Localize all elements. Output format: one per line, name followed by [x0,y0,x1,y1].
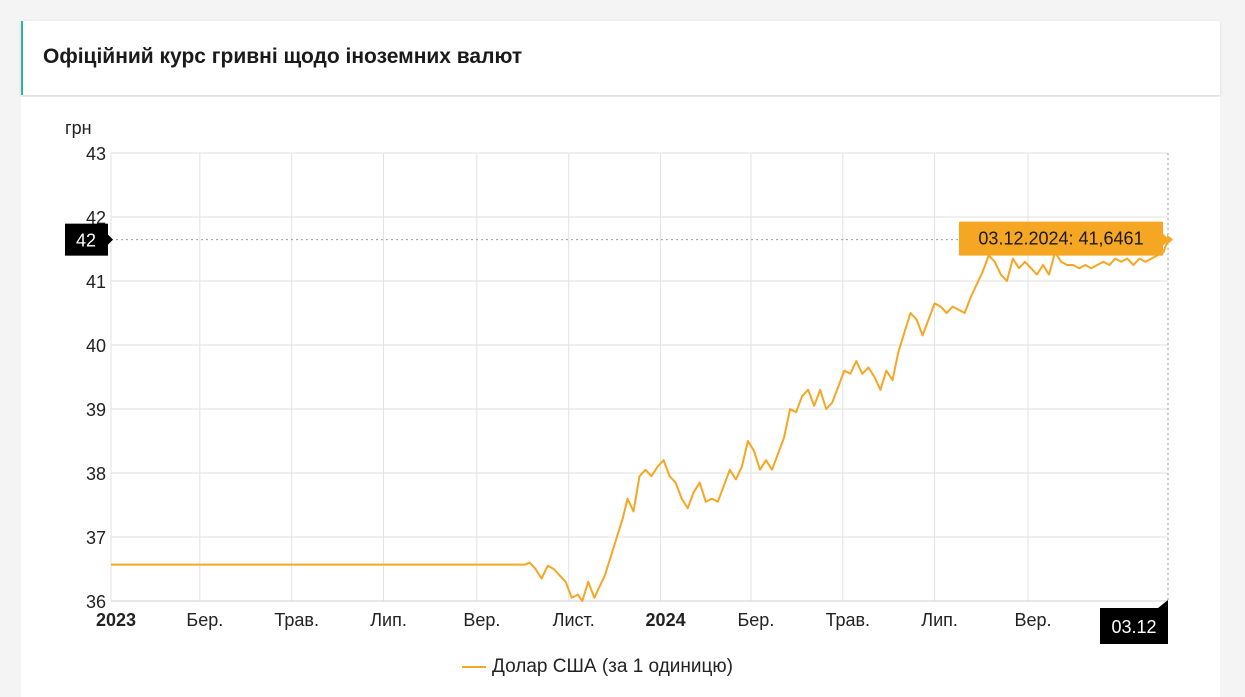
tooltip-pointer [1163,233,1169,246]
x-tick-label: Лист. [553,610,595,630]
y-axis-unit-label: грн [65,118,92,138]
y-tick-label: 39 [86,400,106,420]
x-tick-label: 2024 [646,610,686,630]
x-tick-label: Трав. [825,610,870,630]
exchange-rate-chart[interactable]: 36 37 38 39 40 41 42 43 грн 2023 Бер. Трав. Лип. Вер.… [21,97,1220,691]
y-crosshair-label-box [65,223,108,256]
y-crosshair-label: 42 [76,231,96,251]
usd-series-line[interactable] [111,239,1169,602]
y-tick-label: 36 [86,592,106,612]
x-tick-label: Трав. [274,610,319,630]
x-tick-label: 2023 [96,610,136,630]
y-crosshair-label-pointer [108,234,113,245]
y-tick-label: 40 [86,336,106,356]
legend-label: Долар США (за 1 одиницю) [492,656,733,677]
y-tick-label: 42 [86,208,106,228]
last-point-marker[interactable] [1167,234,1173,245]
tooltip-box [959,221,1163,256]
x-crosshair-label-box [1100,608,1168,644]
x-tick-label: Лип. [370,610,407,630]
x-tick-label: Вер. [463,610,500,630]
tooltip-text: 03.12.2024: 41,6461 [978,229,1143,249]
x-tick-label: Вер. [1014,610,1051,630]
x-tick-label: Лип. [921,610,958,630]
x-tick-label: Бер. [737,610,774,630]
x-crosshair-label-pointer [1158,600,1168,608]
x-crosshair-label: 03.12 [1111,617,1156,637]
x-tick-label: Бер. [186,610,223,630]
page-title: Офіційний курс гривні щодо іноземних вал… [43,45,523,68]
y-tick-label: 41 [86,272,106,292]
chart-card-header: Офіційний курс гривні щодо іноземних вал… [21,21,1220,95]
y-tick-label: 37 [86,528,106,548]
y-tick-label: 43 [86,144,106,164]
y-tick-label: 38 [86,464,106,484]
chart-legend[interactable]: Долар США (за 1 одиницю) [462,656,733,678]
legend-line-swatch [462,666,486,668]
chart-card: 36 37 38 39 40 41 42 43 грн 2023 Бер. Трав. Лип. Вер.… [21,97,1220,697]
